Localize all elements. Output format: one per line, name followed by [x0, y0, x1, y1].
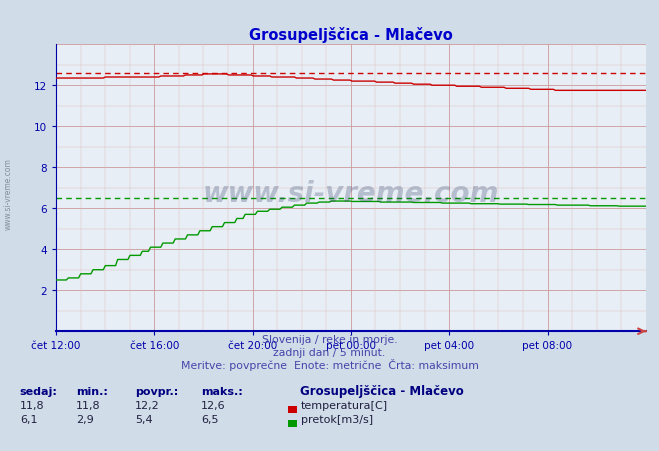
- Text: www.si-vreme.com: www.si-vreme.com: [3, 158, 13, 230]
- Text: temperatura[C]: temperatura[C]: [301, 400, 388, 410]
- Text: min.:: min.:: [76, 387, 107, 396]
- Text: Grosupeljščica - Mlačevo: Grosupeljščica - Mlačevo: [300, 385, 463, 398]
- Text: 2,9: 2,9: [76, 414, 94, 423]
- Text: zadnji dan / 5 minut.: zadnji dan / 5 minut.: [273, 347, 386, 357]
- Text: 6,1: 6,1: [20, 414, 38, 423]
- Title: Grosupeljščica - Mlačevo: Grosupeljščica - Mlačevo: [249, 27, 453, 42]
- Text: 11,8: 11,8: [20, 400, 44, 410]
- Text: 11,8: 11,8: [76, 400, 100, 410]
- Text: 5,4: 5,4: [135, 414, 153, 423]
- Text: maks.:: maks.:: [201, 387, 243, 396]
- Text: www.si-vreme.com: www.si-vreme.com: [203, 180, 499, 208]
- Text: 12,2: 12,2: [135, 400, 160, 410]
- Text: 12,6: 12,6: [201, 400, 225, 410]
- Text: 6,5: 6,5: [201, 414, 219, 423]
- Text: povpr.:: povpr.:: [135, 387, 179, 396]
- Text: Slovenija / reke in morje.: Slovenija / reke in morje.: [262, 334, 397, 344]
- Text: sedaj:: sedaj:: [20, 387, 57, 396]
- Text: Meritve: povprečne  Enote: metrične  Črta: maksimum: Meritve: povprečne Enote: metrične Črta:…: [181, 358, 478, 370]
- Text: pretok[m3/s]: pretok[m3/s]: [301, 414, 373, 423]
